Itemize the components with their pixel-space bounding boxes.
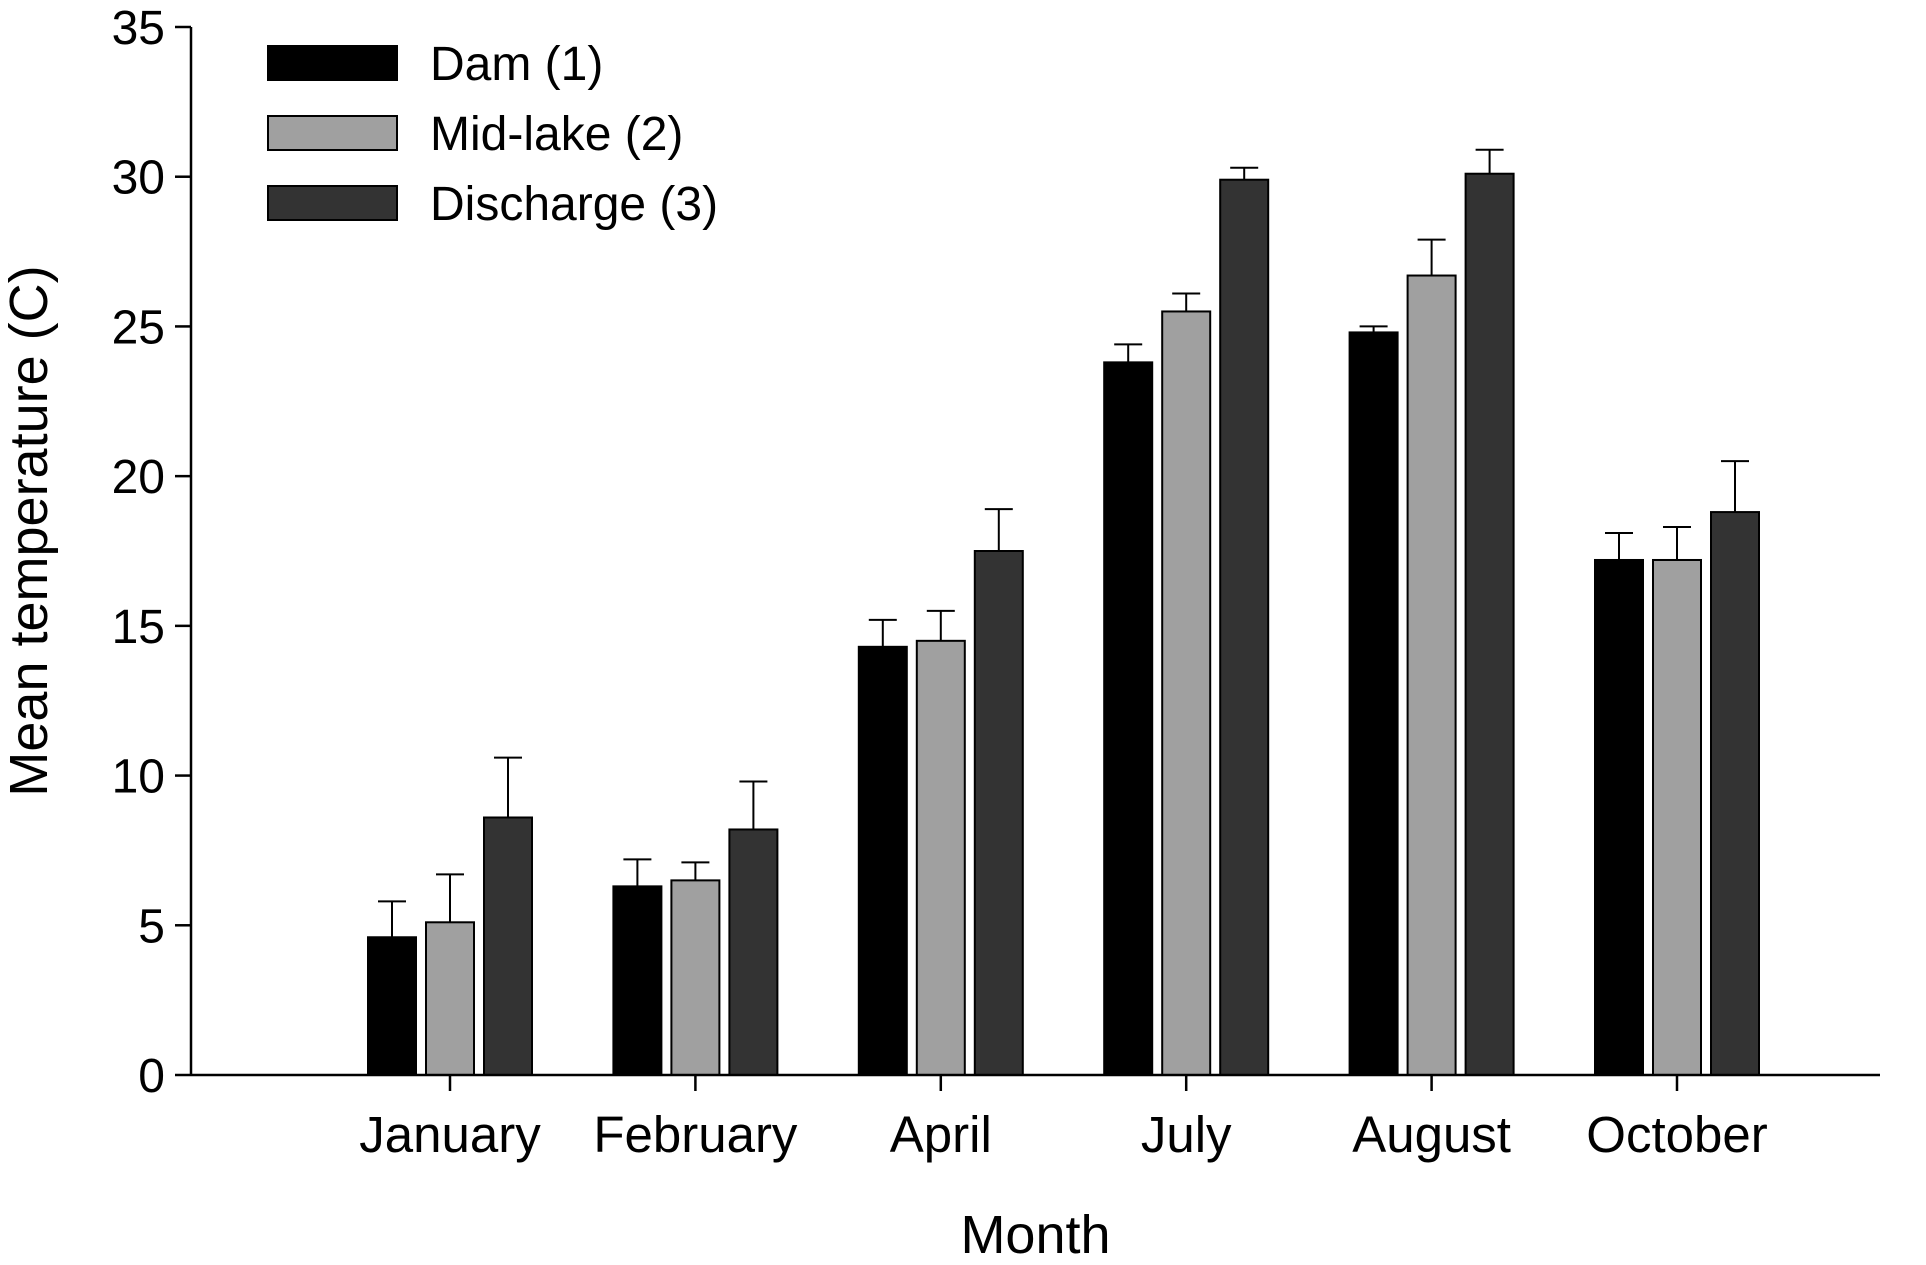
error-bars-layer — [378, 148, 1749, 938]
legend-label: Dam (1) — [430, 38, 603, 91]
bar — [1652, 558, 1702, 1076]
y-tick-label: 10 — [112, 751, 165, 804]
x-tick-label: October — [1586, 1106, 1767, 1163]
bar — [1161, 310, 1212, 1076]
bar — [973, 550, 1024, 1076]
bar — [425, 921, 475, 1077]
x-tick-label: April — [890, 1106, 992, 1163]
x-tick-label: February — [593, 1106, 798, 1163]
x-axis-ticks: January February April July August October — [359, 1075, 1768, 1163]
x-tick-label: January — [359, 1106, 541, 1163]
legend-swatch — [267, 185, 398, 221]
bar — [728, 828, 779, 1076]
bar — [1710, 511, 1760, 1076]
bars-layer — [367, 172, 1760, 1077]
bar — [1103, 361, 1154, 1076]
x-tick-label: July — [1141, 1106, 1232, 1163]
bar — [1348, 331, 1399, 1077]
y-tick-label: 20 — [112, 451, 165, 504]
bar — [483, 816, 533, 1077]
bar — [915, 639, 966, 1076]
bar — [857, 645, 908, 1076]
bar — [612, 885, 663, 1076]
x-axis-title: Month — [960, 1205, 1110, 1260]
legend-swatch — [267, 45, 398, 81]
y-axis-ticks: 0 5 10 15 20 25 30 35 — [112, 2, 191, 1103]
legend-label: Discharge (3) — [430, 178, 718, 231]
x-tick-label: August — [1352, 1106, 1511, 1163]
axes-layer — [189, 27, 1880, 1077]
legend: Dam (1) Mid-lake (2) Discharge (3) — [267, 38, 718, 231]
y-tick-label: 35 — [112, 2, 165, 55]
y-tick-label: 0 — [138, 1050, 165, 1103]
y-tick-label: 30 — [112, 152, 165, 205]
y-tick-label: 25 — [112, 301, 165, 354]
y-tick-label: 15 — [112, 601, 165, 654]
bar — [367, 936, 417, 1077]
y-tick-label: 5 — [138, 900, 165, 953]
legend-label: Mid-lake (2) — [430, 108, 683, 161]
y-axis-title: Mean temperature (C) — [0, 265, 59, 796]
bar — [670, 879, 721, 1076]
bar — [1594, 558, 1644, 1076]
bar — [1464, 172, 1515, 1077]
legend-swatch — [267, 115, 398, 151]
bar — [1406, 274, 1457, 1077]
bar — [1219, 178, 1270, 1077]
